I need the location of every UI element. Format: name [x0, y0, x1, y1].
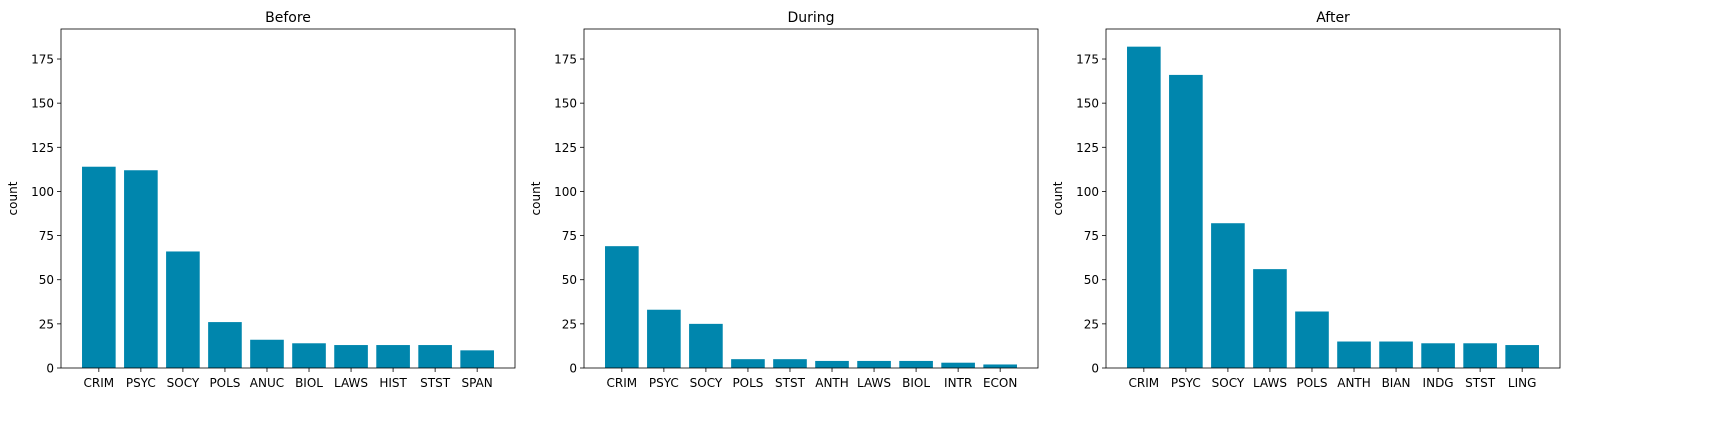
x-tick-label: SOCY: [690, 376, 723, 390]
x-tick-label: LAWS: [1253, 376, 1287, 390]
x-tick-label: BIOL: [295, 376, 323, 390]
bar-laws: [857, 360, 891, 368]
x-tick-label: PSYC: [649, 376, 679, 390]
bar-anth: [815, 360, 849, 368]
y-tick-label: 125: [554, 141, 577, 155]
y-tick-label: 175: [31, 53, 54, 67]
bar-bian: [1379, 341, 1413, 368]
chart-panel-2: CRIM PSYC SOCY LAWS POLS ANTH BIAN INDG STST LING…: [1051, 10, 1561, 390]
bar-stst: [418, 345, 452, 368]
y-tick-label: 175: [1076, 53, 1099, 67]
y-tick-label: 25: [39, 317, 54, 331]
x-tick-label: CRIM: [84, 376, 115, 390]
chart-title: During: [787, 10, 834, 26]
bar-pols: [208, 322, 242, 368]
bar-psyc: [1169, 74, 1203, 368]
bar-stst: [773, 359, 807, 368]
y-tick-label: 50: [39, 273, 54, 287]
bar-intr: [941, 362, 975, 368]
y-tick-label: 50: [562, 273, 577, 287]
bar-psyc: [647, 309, 681, 368]
bar-psyc: [124, 170, 158, 368]
bar-crim: [1127, 46, 1161, 368]
x-tick-label: SOCY: [1212, 376, 1245, 390]
y-tick-label: 150: [554, 97, 577, 111]
x-tick-label: INDG: [1423, 376, 1454, 390]
y-axis-label: count: [529, 181, 543, 215]
y-tick-label: 25: [1084, 317, 1099, 331]
chart-title: Before: [265, 10, 311, 26]
bar-crim: [82, 166, 116, 368]
x-tick-label: HIST: [379, 376, 407, 390]
bar-span: [460, 350, 494, 368]
y-tick-label: 125: [1076, 141, 1099, 155]
y-tick-label: 50: [1084, 273, 1099, 287]
y-axis-label: count: [1051, 181, 1065, 215]
chart-panel-0: CRIM PSYC SOCY POLS ANUC BIOL LAWS HIST STST SPAN…: [6, 10, 516, 390]
x-tick-label: PSYC: [126, 376, 156, 390]
chart-panel-1: CRIM PSYC SOCY POLS STST ANTH LAWS BIOL INTR ECON…: [529, 10, 1039, 390]
x-tick-label: STST: [1465, 376, 1496, 390]
plot-frame: [1105, 28, 1561, 369]
x-tick-label: ECON: [983, 376, 1017, 390]
x-tick-label: STST: [775, 376, 806, 390]
plot-frame: [60, 28, 516, 369]
x-tick-label: LING: [1508, 376, 1537, 390]
y-tick-label: 0: [46, 362, 54, 376]
bar-stst: [1463, 343, 1497, 368]
bar-anuc: [250, 339, 284, 368]
bar-indg: [1421, 343, 1455, 368]
x-tick-label: ANUC: [250, 376, 284, 390]
y-tick-label: 100: [554, 185, 577, 199]
plot-frame: [583, 28, 1039, 369]
y-tick-label: 75: [562, 229, 577, 243]
bar-anth: [1337, 341, 1371, 368]
x-tick-label: BIAN: [1382, 376, 1411, 390]
y-tick-label: 100: [31, 185, 54, 199]
bar-biol: [292, 343, 326, 368]
y-tick-label: 75: [1084, 229, 1099, 243]
x-tick-label: STST: [420, 376, 451, 390]
y-tick-label: 150: [1076, 97, 1099, 111]
x-tick-label: SPAN: [462, 376, 493, 390]
bar-hist: [376, 345, 410, 368]
x-tick-label: INTR: [944, 376, 972, 390]
x-tick-label: POLS: [209, 376, 240, 390]
x-tick-label: ANTH: [815, 376, 849, 390]
bar-crim: [605, 246, 639, 368]
y-tick-label: 100: [1076, 185, 1099, 199]
x-tick-label: LAWS: [857, 376, 891, 390]
y-tick-label: 0: [569, 362, 577, 376]
bar-socy: [689, 323, 723, 368]
x-tick-label: PSYC: [1171, 376, 1201, 390]
chart-title: After: [1316, 10, 1350, 26]
x-tick-label: CRIM: [1129, 376, 1160, 390]
x-tick-label: BIOL: [902, 376, 930, 390]
y-axis-label: count: [6, 181, 20, 215]
x-tick-label: POLS: [732, 376, 763, 390]
bar-laws: [1253, 269, 1287, 369]
bar-socy: [166, 251, 200, 368]
bar-socy: [1211, 223, 1245, 368]
x-tick-label: ANTH: [1337, 376, 1371, 390]
y-tick-label: 0: [1091, 362, 1099, 376]
bar-pols: [731, 359, 765, 368]
x-tick-label: CRIM: [607, 376, 638, 390]
bar-ling: [1505, 345, 1539, 368]
bar-econ: [983, 364, 1017, 368]
bar-laws: [334, 345, 368, 368]
x-tick-label: LAWS: [334, 376, 368, 390]
y-tick-label: 75: [39, 229, 54, 243]
y-tick-label: 175: [554, 53, 577, 67]
bar-pols: [1295, 311, 1329, 368]
x-tick-label: SOCY: [167, 376, 200, 390]
bar-biol: [899, 360, 933, 368]
y-tick-label: 125: [31, 141, 54, 155]
y-tick-label: 150: [31, 97, 54, 111]
y-tick-label: 25: [562, 317, 577, 331]
x-tick-label: POLS: [1296, 376, 1327, 390]
